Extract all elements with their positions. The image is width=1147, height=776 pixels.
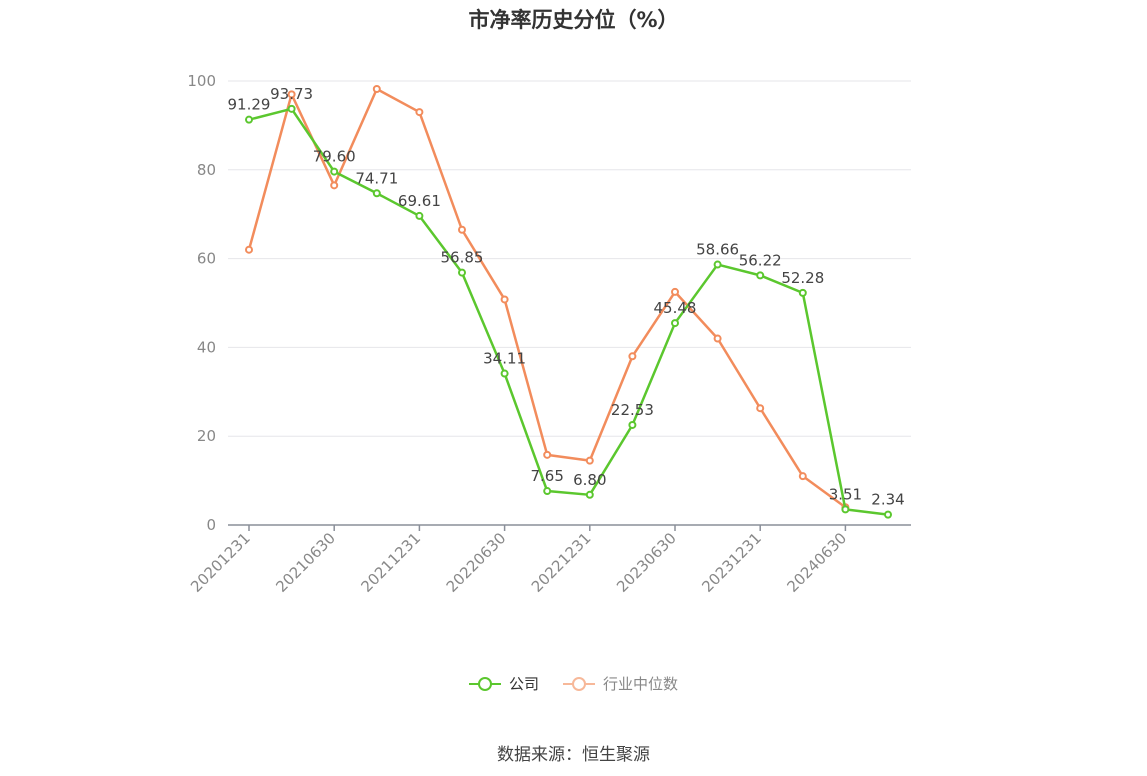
y-tick-label: 100: [187, 72, 216, 90]
data-point-industry: [415, 108, 424, 117]
data-label: 74.71: [355, 169, 398, 187]
data-point-company: [756, 271, 765, 280]
data-point-company: [798, 288, 807, 297]
data-label: 91.29: [228, 96, 271, 114]
data-point-company: [713, 260, 722, 269]
y-tick-label: 40: [197, 338, 216, 356]
legend-company-line-icon: [468, 676, 501, 692]
data-label: 56.22: [739, 251, 782, 269]
chart-title: 市净率历史分位（%）: [468, 8, 679, 32]
data-label: 69.61: [398, 192, 441, 210]
x-tick-label: 20220630: [443, 529, 510, 596]
x-tick-label: 20201231: [187, 529, 254, 596]
data-label: 45.48: [654, 299, 697, 317]
data-point-industry: [798, 472, 807, 481]
axes: 0 20 40 60 80 100 20201231 20210630 20211231 2022…: [187, 72, 911, 596]
line-chart: 0 20 40 60 80 100 20201231 20210630 20211231 2022…: [187, 72, 911, 596]
data-label: 3.51: [829, 485, 862, 503]
legend: 公司 行业中位数: [0, 673, 1147, 694]
data-point-industry: [330, 181, 339, 190]
data-point-industry: [628, 352, 637, 361]
x-tick-label: 20240630: [784, 529, 851, 596]
data-point-company: [884, 510, 892, 519]
data-point-industry: [543, 450, 552, 459]
data-point-company: [671, 319, 679, 328]
data-point-company: [415, 211, 424, 220]
legend-item-company[interactable]: 公司: [468, 673, 539, 694]
data-point-company: [628, 420, 637, 429]
data-point-industry: [671, 287, 679, 296]
x-tick-label: 20221231: [528, 529, 595, 596]
data-label: 7.65: [530, 467, 563, 485]
data-point-company: [287, 104, 296, 113]
y-tick-label: 80: [197, 161, 216, 179]
data-label: 58.66: [696, 241, 739, 259]
legend-company-label: 公司: [508, 675, 539, 693]
data-point-company: [585, 490, 594, 499]
data-source: 数据来源：恒生聚源: [497, 745, 650, 765]
series-line-company: [248, 107, 889, 516]
data-label: 93.73: [270, 85, 313, 103]
data-point-company: [500, 369, 509, 378]
y-tick-label: 0: [206, 516, 216, 534]
x-tick-label: 20210630: [272, 529, 339, 596]
data-point-company: [841, 505, 850, 514]
data-point-company: [543, 487, 552, 496]
legend-item-industry[interactable]: 行业中位数: [563, 673, 678, 694]
data-point-industry: [756, 404, 765, 413]
data-label: 34.11: [483, 350, 526, 368]
legend-industry-line-icon: [563, 676, 595, 692]
data-point-industry: [585, 456, 594, 465]
data-point-company: [458, 268, 466, 277]
data-point-industry: [458, 225, 466, 234]
grid-lines: [228, 80, 911, 437]
data-label: 52.28: [781, 269, 824, 287]
legend-industry-label: 行业中位数: [603, 675, 679, 693]
x-tick-label: 20231231: [698, 529, 765, 596]
data-label: 2.34: [871, 491, 904, 509]
data-label: 56.85: [441, 249, 484, 267]
data-label: 6.80: [573, 471, 606, 489]
data-point-industry: [287, 90, 296, 99]
data-label: 79.60: [313, 148, 356, 166]
x-tick-label: 20230630: [613, 529, 680, 596]
data-point-industry: [500, 295, 509, 304]
data-point-industry: [245, 245, 253, 254]
data-point-company: [330, 167, 339, 176]
y-tick-label: 60: [197, 250, 216, 268]
data-point-industry: [372, 84, 381, 93]
data-point-industry: [713, 334, 722, 343]
data-point-company: [245, 115, 253, 124]
x-tick-label: 20211231: [358, 529, 425, 596]
series-lines: [245, 84, 892, 519]
data-label: 22.53: [611, 401, 654, 419]
y-tick-label: 20: [197, 427, 216, 445]
data-point-company: [372, 189, 381, 198]
